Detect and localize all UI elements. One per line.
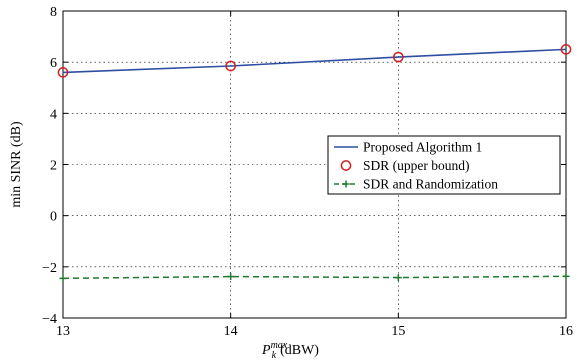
series-1: [57, 44, 572, 78]
legend-entries: Proposed Algorithm 1 SDR (upper bound) SDR…: [334, 140, 498, 192]
x-axis-label-sup: max: [271, 340, 288, 351]
legend-entry-2: SDR and Randomization: [334, 177, 498, 192]
y-axis-label: min SINR (dB): [9, 121, 24, 208]
x-tick-label: 15: [391, 324, 405, 339]
ticks: 13 14 15 16 −4 −2 0 2 4 6 8: [42, 5, 573, 339]
circle-marker: [392, 51, 404, 63]
y-tick-label: 0: [50, 210, 57, 225]
x-tick-label: 16: [559, 324, 573, 339]
series-2: [59, 272, 570, 282]
series-line: [62, 48, 567, 74]
plus-marker: [59, 274, 67, 282]
legend-label: SDR and Randomization: [363, 177, 498, 192]
circle-marker: [560, 44, 572, 55]
x-tick-label: 13: [56, 324, 70, 339]
legend-swatch: [340, 160, 352, 171]
x-axis-label-base: P: [261, 343, 271, 358]
plus-marker: [394, 274, 402, 282]
legend-label: SDR (upper bound): [363, 158, 470, 173]
legend-entry-1: SDR (upper bound): [340, 158, 470, 173]
y-tick-label: 8: [50, 5, 57, 20]
legend-box: [327, 135, 561, 195]
x-axis-label-sub: k: [272, 350, 277, 360]
y-tick-label: 2: [50, 159, 57, 174]
x-axis-label-unit: (dBW): [280, 343, 319, 358]
y-tick-label: −4: [42, 312, 57, 327]
plus-marker: [562, 272, 570, 280]
circle-marker: [225, 60, 237, 72]
y-tick-label: −2: [42, 261, 57, 276]
series-0: [62, 48, 567, 74]
legend-label: Proposed Algorithm 1: [363, 140, 482, 155]
y-tick-label: 6: [50, 56, 57, 71]
x-tick-label: 14: [224, 324, 238, 339]
series-dashed-line: [62, 275, 567, 280]
circle-marker: [57, 67, 69, 78]
legend: Proposed Algorithm 1 SDR (upper bound) SDR…: [327, 135, 561, 195]
plus-marker: [227, 273, 235, 281]
y-tick-label: 4: [50, 107, 57, 122]
x-axis-label: Pmax k (dBW): [261, 340, 319, 360]
series: [57, 44, 572, 282]
legend-entry-0: Proposed Algorithm 1: [334, 140, 482, 155]
plus-marker: [342, 180, 350, 188]
